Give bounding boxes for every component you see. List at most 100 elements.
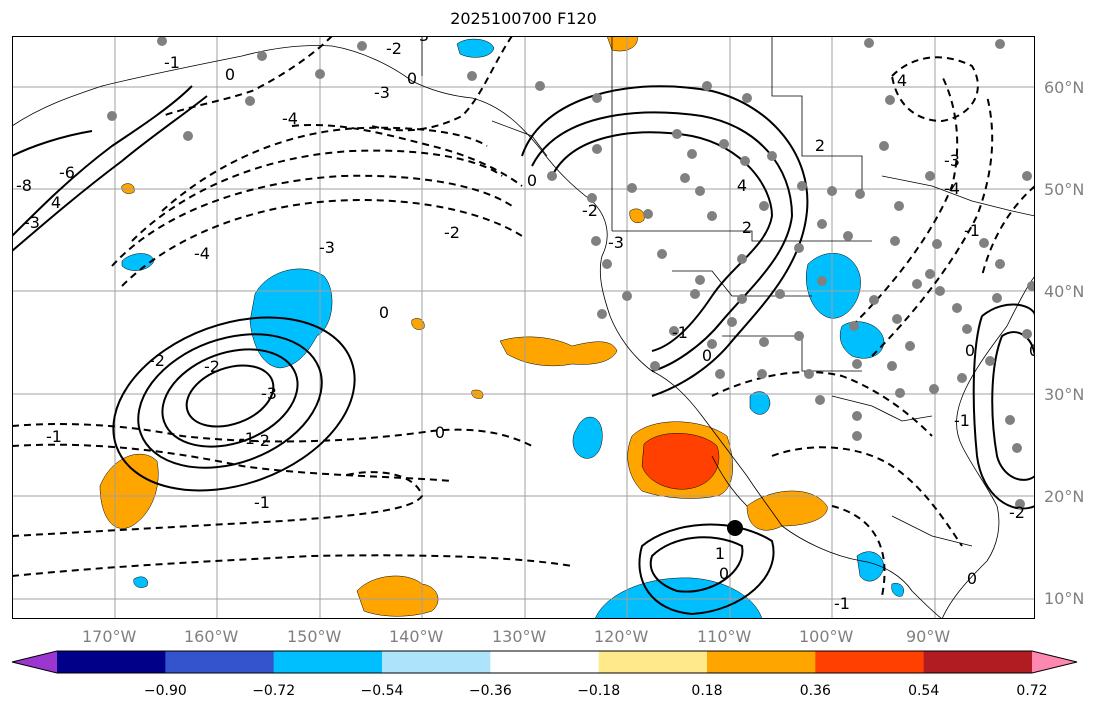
contour-label: -2: [254, 431, 270, 450]
contour-label: -3: [24, 213, 40, 232]
contour-label: -2: [582, 201, 598, 220]
lon-label: 90°W: [906, 627, 951, 646]
colorbar-extend-low: [12, 651, 57, 673]
contour-label: -1: [164, 53, 180, 72]
colorbar-segment: [165, 651, 275, 673]
contour-label: 0: [702, 346, 712, 365]
weather-map: -2 3 0 -1 -3 -4 -6 -8 -3 4 -4 -3 -2 -2 0…: [12, 36, 1035, 619]
contour-label: -2: [149, 351, 165, 370]
lat-label: 10°N: [1044, 589, 1085, 608]
colorbar-tick-label: 0.72: [1016, 683, 1048, 699]
contour-label: -1: [239, 429, 255, 448]
colorbar-tick-label: −0.18: [577, 683, 621, 699]
shade-region: [629, 208, 645, 223]
contour-label: -2: [1009, 503, 1025, 522]
colorbar-outline: [11, 650, 1078, 674]
contour-label: 0: [407, 69, 417, 88]
shade-region: [839, 321, 885, 359]
contour-label: -2: [444, 223, 460, 242]
lat-label: 20°N: [1044, 487, 1085, 506]
contour-label: 0: [225, 65, 235, 84]
contour-label: -1: [834, 594, 850, 613]
contour-label: -1: [46, 427, 62, 446]
colorbar-tick-label: −0.36: [468, 683, 512, 699]
lon-label: 170°W: [82, 627, 137, 646]
contour-label: 3: [419, 36, 429, 45]
contour-label: 0: [527, 171, 537, 190]
colorbar-extend-high: [1032, 651, 1077, 673]
contour-labels: -2 3 0 -1 -3 -4 -6 -8 -3 4 -4 -3 -2 -2 0…: [16, 36, 1035, 613]
lat-label: 40°N: [1044, 282, 1085, 301]
contour-label: 0: [967, 569, 977, 588]
colorbar-segment: [923, 651, 1033, 673]
contour-label: -3: [608, 233, 624, 252]
lon-label: 120°W: [594, 627, 649, 646]
colorbar-segment: [382, 651, 491, 673]
shade-region: [411, 318, 425, 330]
lon-label: 100°W: [799, 627, 854, 646]
contour-label: 0: [435, 423, 445, 442]
colorbar-segment: [815, 651, 925, 673]
contour-label: -3: [374, 83, 390, 102]
contour-label: -4: [944, 179, 960, 198]
colorbar-segment: [273, 651, 383, 673]
shade-region: [121, 253, 155, 271]
colorbar-tick-label: −0.54: [360, 683, 404, 699]
shade-region: [133, 576, 148, 588]
colorbar-segment: [707, 651, 816, 673]
lon-label: 160°W: [184, 627, 239, 646]
contour-label: 2: [742, 218, 752, 237]
lon-label: 140°W: [389, 627, 444, 646]
shade-region: [806, 253, 861, 319]
lat-label: 60°N: [1044, 78, 1085, 97]
contour-label: 4: [737, 176, 747, 195]
contour-label: -2: [204, 357, 220, 376]
colorbar: [11, 650, 1078, 674]
station-markers: [107, 36, 1035, 509]
contour-label: 4: [897, 71, 907, 90]
shade-region: [572, 416, 603, 459]
contour-label: -3: [944, 151, 960, 170]
graticule: [12, 36, 1035, 619]
map-frame: [12, 36, 1035, 619]
shade-region: [356, 575, 439, 617]
contour-label: -1: [672, 323, 688, 342]
colorbar-segment: [57, 651, 166, 673]
lon-label: 110°W: [697, 627, 752, 646]
colorbar-segment: [598, 651, 708, 673]
contour-label: -1: [954, 411, 970, 430]
map-title: 2025100700 F120: [450, 9, 597, 28]
lon-label: 150°W: [287, 627, 342, 646]
contour-label: 0: [379, 303, 389, 322]
point-marker: [727, 520, 743, 536]
contour-label: -2: [386, 39, 402, 58]
contour-label: -6: [59, 163, 75, 182]
contour-label: 0: [965, 341, 975, 360]
strong-positive-shading: [641, 433, 720, 490]
lon-label: 130°W: [492, 627, 547, 646]
contour-label: -1: [964, 221, 980, 240]
colorbar-tick-label: 0.36: [799, 683, 831, 699]
colorbar-tick-label: 0.54: [908, 683, 940, 699]
shade-region: [499, 336, 618, 367]
contour-label: -4: [194, 244, 210, 263]
shade-region: [746, 490, 828, 531]
contour-label: -1: [254, 493, 270, 512]
dashed-contours: [12, 36, 1035, 597]
shade-region: [456, 38, 495, 58]
contour-label: 0: [1029, 341, 1035, 360]
shade-region: [891, 583, 904, 597]
shade-region: [749, 391, 771, 415]
contour-label: 0: [719, 564, 729, 583]
lat-label: 50°N: [1044, 180, 1085, 199]
contour-label: -3: [261, 384, 277, 403]
contour-label: -3: [319, 238, 335, 257]
lat-label: 30°N: [1044, 385, 1085, 404]
colorbar-tick-label: −0.72: [252, 683, 296, 699]
colorbar-tick-label: 0.18: [691, 683, 723, 699]
contour-label: -8: [16, 176, 32, 195]
contour-label: -4: [282, 109, 298, 128]
colorbar-tick-label: −0.90: [143, 683, 187, 699]
contour-label: 2: [815, 136, 825, 155]
contour-label: 1: [715, 544, 725, 563]
